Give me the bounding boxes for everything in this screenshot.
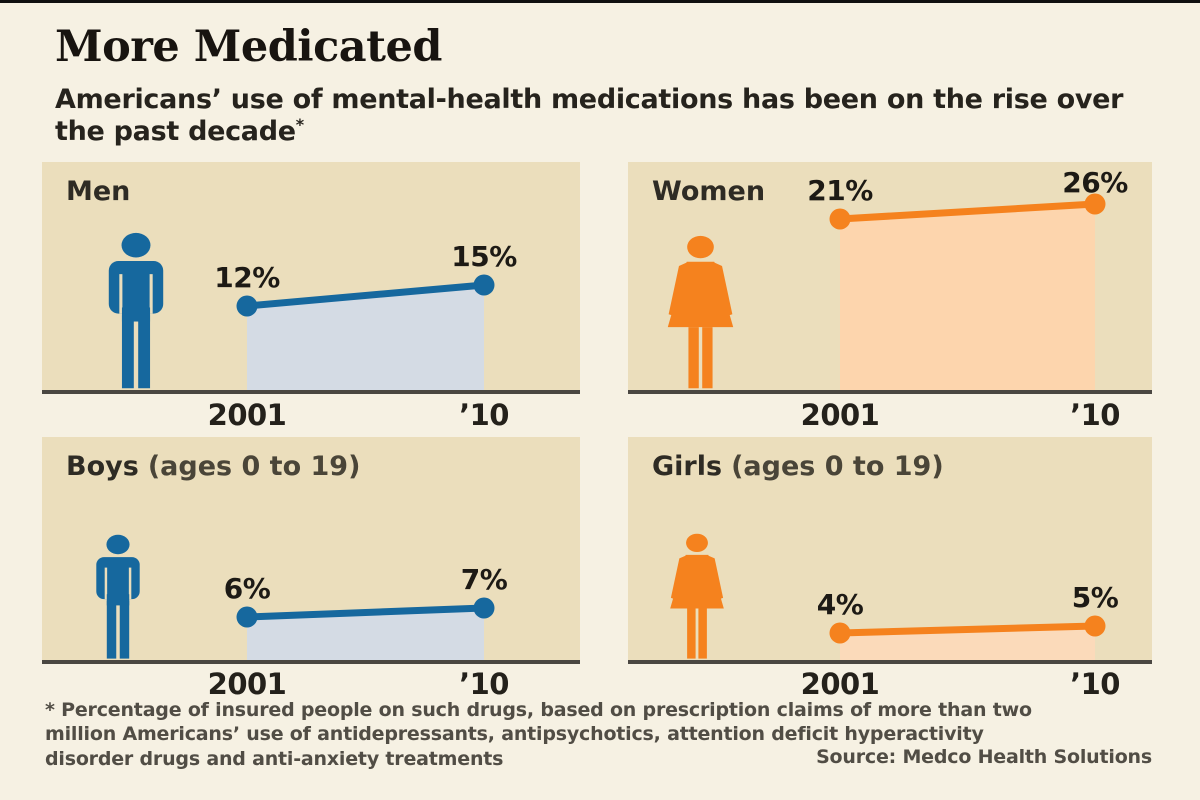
panel-girls: Girls (ages 0 to 19) 4% 5%: [628, 437, 1152, 664]
footnote-text: * Percentage of insured people on such d…: [45, 699, 1032, 770]
women-x-axis: 2001 ’10: [628, 398, 1152, 432]
x-tick-2010: ’10: [459, 398, 509, 432]
panel-boys: Boys (ages 0 to 19) 6% 7%: [42, 437, 580, 664]
boys-trend-chart: [236, 597, 495, 660]
x-tick-2010: ’10: [1070, 398, 1120, 432]
girls-value-2001: 4%: [816, 588, 864, 621]
panel-title-men: Men: [66, 176, 131, 207]
men-value-2010: 15%: [451, 240, 517, 273]
girl-icon: [670, 533, 724, 659]
women-trend-chart: [829, 193, 1106, 390]
top-rule: [0, 0, 1200, 3]
x-tick-2001: 2001: [207, 398, 287, 432]
women-value-2010: 26%: [1062, 166, 1128, 199]
panel-title-women: Women: [652, 176, 766, 207]
chart-subtitle: Americans’ use of mental-health medicati…: [55, 84, 1155, 147]
panel-women: Women 21% 26%: [628, 162, 1152, 394]
panel-men: Men 12% 15%: [42, 162, 580, 394]
page-title: More Medicated: [55, 22, 442, 72]
boys-value-2010: 7%: [460, 563, 508, 596]
x-tick-2001: 2001: [207, 667, 287, 701]
man-icon: [108, 232, 164, 389]
men-x-axis: 2001 ’10: [42, 398, 580, 432]
subtitle-text: Americans’ use of mental-health medicati…: [55, 84, 1124, 147]
source-credit: Source: Medco Health Solutions: [816, 746, 1152, 768]
men-trend-chart: [236, 274, 495, 390]
panel-title-girls: Girls (ages 0 to 19): [652, 451, 944, 482]
women-value-2001: 21%: [807, 174, 873, 207]
footnote-marker: *: [295, 114, 304, 134]
x-tick-2010: ’10: [1070, 667, 1120, 701]
girls-trend-chart: [829, 615, 1106, 660]
x-tick-2001: 2001: [800, 667, 880, 701]
girls-value-2010: 5%: [1071, 581, 1119, 614]
men-value-2001: 12%: [214, 261, 280, 294]
boys-value-2001: 6%: [223, 572, 271, 605]
woman-icon: [667, 235, 734, 389]
girls-x-axis: 2001 ’10: [628, 667, 1152, 701]
boy-icon: [96, 534, 140, 659]
x-tick-2001: 2001: [800, 398, 880, 432]
panel-title-boys: Boys (ages 0 to 19): [66, 451, 361, 482]
x-tick-2010: ’10: [459, 667, 509, 701]
boys-x-axis: 2001 ’10: [42, 667, 580, 701]
